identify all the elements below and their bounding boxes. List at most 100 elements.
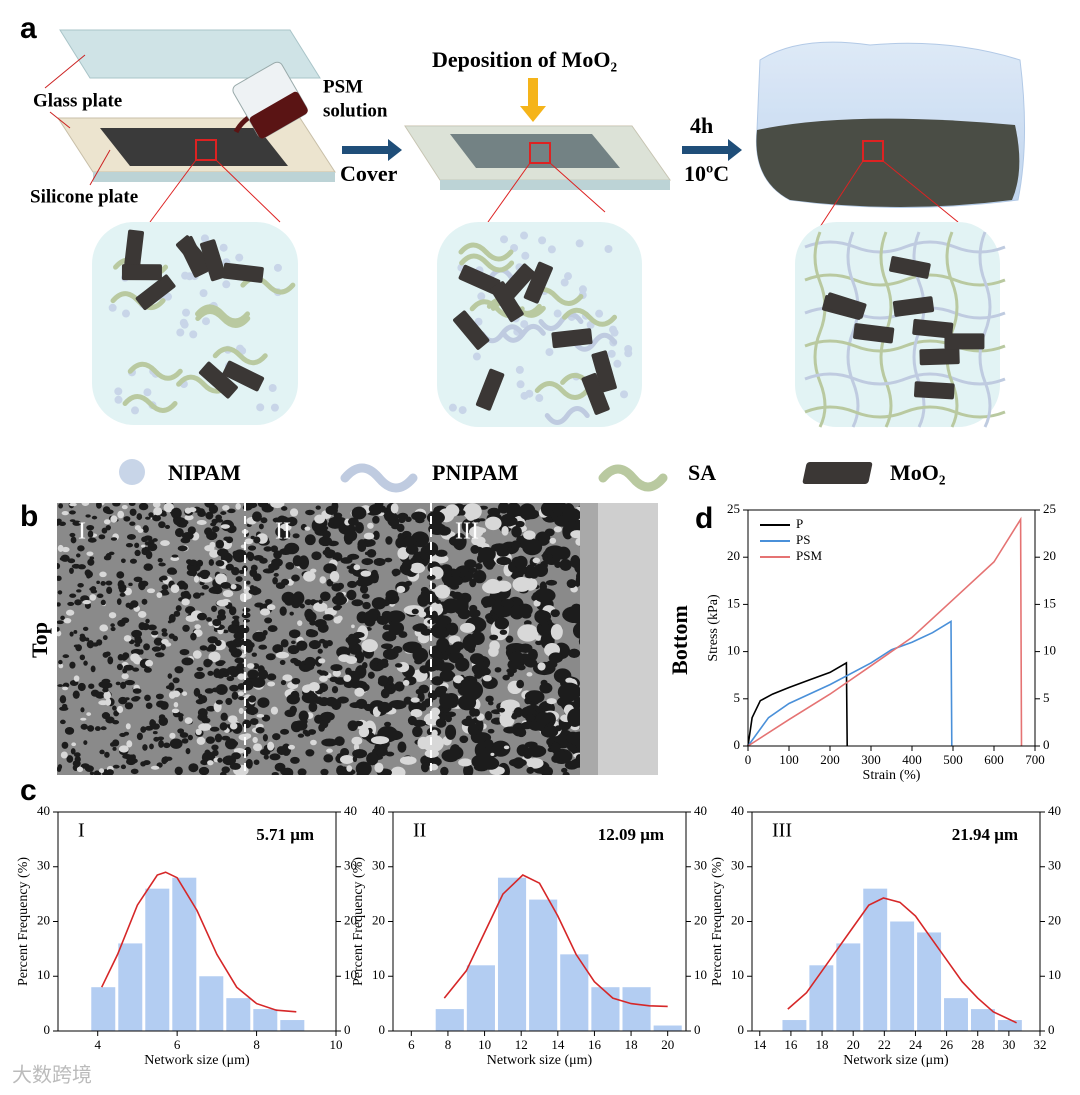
sem-pore [300, 718, 308, 725]
nipam-dot [458, 406, 467, 415]
bar [172, 877, 197, 1031]
moo2-flake [123, 229, 144, 271]
sem-pore [372, 530, 380, 541]
sem-pore [207, 760, 214, 766]
sem-pore [118, 745, 129, 753]
sem-pore [435, 599, 441, 604]
sem-pore [368, 503, 383, 514]
sem-pore [505, 635, 514, 643]
sem-pore [544, 503, 557, 512]
nipam-dot [448, 403, 457, 412]
sem-pore [486, 617, 493, 622]
deposition-label: Deposition of MoO₂ [432, 47, 617, 72]
sem-pore [160, 643, 166, 651]
nipam-dot [114, 395, 123, 404]
sem-pore [198, 723, 212, 731]
network-line [804, 240, 1006, 254]
sem-pore [297, 620, 303, 626]
bar [253, 1009, 278, 1031]
sem-pore [133, 576, 143, 583]
sem-pore [243, 503, 258, 509]
sem-pore [165, 756, 173, 761]
y-tick-label: 5 [734, 690, 741, 705]
sem-pore [475, 562, 483, 570]
bar [890, 921, 915, 1031]
annotation: 12.09 μm [598, 825, 664, 844]
sem-pore [215, 660, 225, 667]
bottom-label: Bottom [667, 605, 692, 675]
sem-pore [76, 589, 82, 593]
sem-pore [145, 550, 153, 560]
x-tick-label: 100 [779, 752, 799, 767]
sem-pore [353, 743, 360, 751]
sem-pore [60, 554, 70, 562]
y-tick-label: 25 [727, 501, 740, 516]
sem-pore [204, 544, 215, 552]
sem-pore [279, 606, 287, 616]
sem-pore [524, 741, 538, 748]
bar [863, 888, 888, 1031]
pnipam-chain [572, 332, 618, 352]
sem-pore [431, 729, 438, 737]
sem-pore [286, 693, 300, 705]
x-tick-label: 6 [408, 1037, 415, 1052]
sem-pore [313, 696, 324, 704]
sem-pore [161, 631, 168, 637]
sem-pore [57, 562, 61, 570]
sem-pore [390, 503, 399, 514]
nipam-dot [219, 243, 228, 252]
sem-pore [397, 532, 404, 542]
nipam-dot [235, 253, 244, 262]
sem-pore [227, 508, 236, 514]
sem-pore [562, 771, 570, 775]
sem-pore [436, 626, 447, 632]
sem-pore [320, 671, 329, 677]
sem-pore [445, 504, 460, 517]
moo2-flake [913, 381, 955, 400]
sem-pore [268, 562, 280, 571]
sem-pore [104, 751, 110, 758]
sem-pore [161, 628, 168, 633]
sem-pore [316, 669, 323, 674]
sem-pore [193, 687, 201, 697]
sem-pore [264, 599, 273, 605]
moo2-flake [458, 264, 501, 295]
sem-pore [417, 736, 429, 750]
sem-pore [112, 719, 120, 725]
y2-tick-label: 10 [1043, 643, 1056, 658]
sem-pore [140, 726, 147, 733]
y2-tick-label: 15 [1043, 595, 1056, 610]
sem-pore [105, 524, 111, 531]
sem-pore [282, 533, 290, 540]
sem-pore [123, 516, 131, 522]
beaker [232, 61, 308, 139]
chart: 0 100 200 300 400 500 600 700051015202505101520… [706, 501, 1056, 783]
sem-pore [175, 605, 182, 612]
sem-pore [367, 522, 374, 529]
sem-pore [358, 726, 370, 738]
sem-pore [470, 545, 480, 554]
sem-pore [217, 645, 222, 649]
sem-pore [99, 571, 107, 578]
moo2-flake [135, 274, 176, 311]
sem-pore [129, 508, 137, 516]
sem-pore [229, 684, 239, 692]
sem-pore [61, 741, 69, 749]
nipam-dot [131, 406, 140, 415]
sem-pore [353, 564, 361, 571]
y-axis-label: Stress (kPa) [706, 594, 721, 662]
sem-pore [77, 545, 85, 552]
y2-tick-label: 0 [344, 1022, 351, 1037]
sem-pore [417, 633, 430, 644]
sem-pore [231, 620, 240, 626]
x-tick-label: 16 [784, 1037, 798, 1052]
sem-pore [130, 768, 139, 775]
nipam-dot [613, 359, 622, 368]
x-tick-label: 28 [971, 1037, 984, 1052]
bar [970, 1009, 995, 1031]
y-tick-label: 20 [372, 912, 385, 927]
sem-pore [499, 629, 508, 635]
sem-pore [181, 532, 194, 540]
sem-pore [318, 599, 323, 604]
sem-pore [282, 674, 293, 682]
